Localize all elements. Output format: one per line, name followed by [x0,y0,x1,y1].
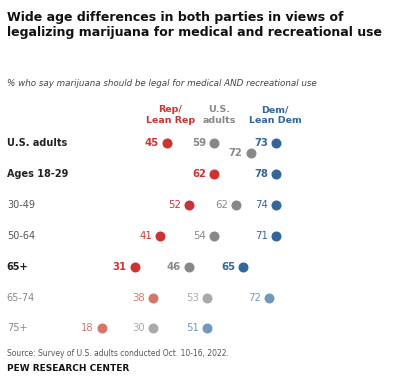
Text: PEW RESEARCH CENTER: PEW RESEARCH CENTER [7,364,129,373]
Text: 74: 74 [255,200,268,210]
Text: 72: 72 [229,148,243,158]
Text: 50-64: 50-64 [7,231,35,241]
Point [186,264,192,270]
Text: 62: 62 [215,200,228,210]
Text: 51: 51 [186,323,199,333]
Text: 31: 31 [113,261,126,272]
Text: Dem/
Lean Dem: Dem/ Lean Dem [249,105,302,125]
Point [204,294,210,301]
Point [240,264,247,270]
Text: Rep/
Lean Rep: Rep/ Lean Rep [146,105,195,125]
Text: U.S.
adults: U.S. adults [202,105,236,125]
Text: 75+: 75+ [7,323,27,333]
Text: 45: 45 [145,138,159,148]
Text: Source: Survey of U.S. adults conducted Oct. 10-16, 2022.: Source: Survey of U.S. adults conducted … [7,349,229,358]
Text: 30: 30 [132,323,145,333]
Text: 71: 71 [255,231,268,241]
Point [150,325,156,331]
Point [204,325,210,331]
Point [99,325,105,331]
Text: 41: 41 [139,231,152,241]
Text: 65-74: 65-74 [7,293,35,302]
Text: 72: 72 [248,293,261,302]
Text: U.S. adults: U.S. adults [7,138,67,148]
Point [247,150,254,156]
Point [273,202,279,208]
Text: 65: 65 [221,261,236,272]
Point [233,202,239,208]
Text: 78: 78 [254,169,268,179]
Text: 46: 46 [167,261,181,272]
Text: Wide age differences in both parties in views of
legalizing marijuana for medica: Wide age differences in both parties in … [7,11,382,39]
Text: 54: 54 [194,231,206,241]
Point [150,294,156,301]
Text: 18: 18 [81,323,94,333]
Point [273,140,279,146]
Text: 73: 73 [254,138,268,148]
Text: Ages 18-29: Ages 18-29 [7,169,68,179]
Text: 53: 53 [186,293,199,302]
Text: 65+: 65+ [7,261,29,272]
Point [265,294,272,301]
Point [273,171,279,177]
Point [211,171,218,177]
Point [157,233,163,239]
Point [273,233,279,239]
Text: 38: 38 [132,293,145,302]
Text: % who say marijuana should be legal for medical AND recreational use: % who say marijuana should be legal for … [7,79,317,88]
Text: 52: 52 [168,200,181,210]
Point [164,140,171,146]
Point [211,140,218,146]
Point [186,202,192,208]
Text: 30-49: 30-49 [7,200,35,210]
Text: 59: 59 [192,138,206,148]
Point [211,233,218,239]
Text: 62: 62 [192,169,206,179]
Point [131,264,138,270]
